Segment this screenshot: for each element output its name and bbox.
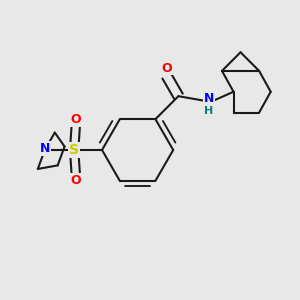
Text: N: N <box>204 92 214 105</box>
Text: H: H <box>204 106 214 116</box>
Text: N: N <box>40 142 50 155</box>
Text: O: O <box>70 113 81 127</box>
Text: S: S <box>69 143 79 157</box>
Text: O: O <box>161 62 172 75</box>
Text: O: O <box>70 173 81 187</box>
